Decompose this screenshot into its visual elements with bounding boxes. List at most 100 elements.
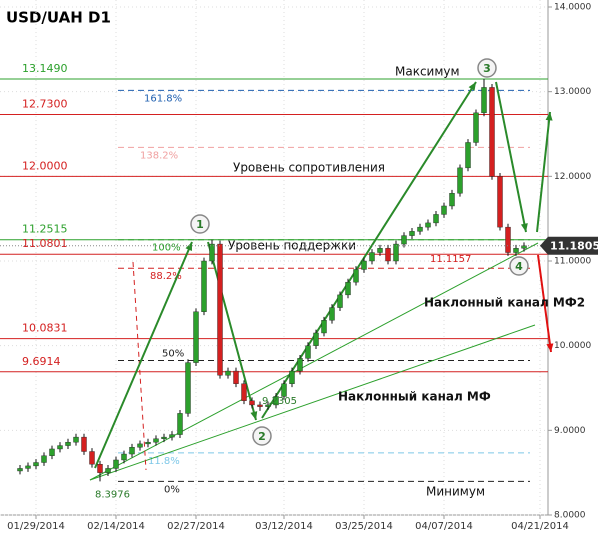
arrow-head — [545, 112, 553, 121]
fib-label: 100% — [152, 243, 181, 254]
drawing-line — [94, 241, 193, 469]
fib-label: 11.8% — [148, 456, 180, 467]
candle-body — [441, 205, 447, 215]
drawing-line — [132, 261, 147, 471]
point-label: 1 — [196, 218, 204, 231]
candle-body — [89, 451, 95, 465]
level-label: 11.2515 — [22, 223, 68, 236]
candle-body — [473, 112, 479, 143]
candle-body — [81, 436, 87, 452]
level-label: 13.1490 — [22, 62, 68, 75]
arrow-head — [468, 82, 476, 91]
y-tick-label: 14.0000 — [554, 3, 591, 13]
candle-body — [241, 383, 247, 401]
candle-body — [185, 362, 191, 414]
candle-body — [361, 260, 367, 270]
candle-body — [433, 214, 439, 224]
annotation: Наклонный канал МФ — [338, 390, 491, 404]
annotation: Наклонный канал МФ2 — [424, 296, 585, 310]
price-label: 11.1157 — [430, 254, 471, 265]
arrow-head — [185, 242, 192, 251]
level-label: 12.0000 — [22, 159, 68, 172]
candle-body — [401, 235, 407, 245]
arrow-head — [250, 411, 258, 420]
candle-body — [513, 248, 519, 253]
candle-body — [297, 358, 303, 372]
fib-label: 88.2% — [150, 271, 182, 282]
candle-body — [465, 142, 471, 169]
candle-body — [481, 87, 487, 114]
point-label: 3 — [483, 62, 491, 75]
candle-body — [25, 465, 31, 469]
candle-body — [281, 383, 287, 397]
candle-body — [201, 260, 207, 312]
candle-body — [153, 438, 159, 443]
candle-body — [113, 459, 119, 469]
candle-body — [145, 441, 151, 445]
point-marker — [252, 426, 272, 446]
candle-body — [225, 370, 231, 376]
x-tick-label: 02/14/2014 — [87, 521, 145, 532]
candle-body — [385, 248, 391, 262]
y-tick-label: 11.0000 — [554, 257, 591, 267]
y-tick-label: 13.0000 — [554, 87, 591, 97]
point-label: 2 — [258, 430, 266, 443]
candle-body — [289, 370, 295, 384]
candle-body — [425, 222, 431, 228]
candle-body — [65, 441, 71, 446]
drawing-line — [89, 242, 539, 481]
annotation: Уровень поддержки — [228, 239, 356, 253]
candle-body — [489, 87, 495, 177]
candle-body — [521, 245, 527, 249]
drawing-line — [89, 324, 536, 481]
candle-body — [497, 176, 503, 228]
drawing-line — [207, 241, 257, 421]
annotation: Уровень сопротивления — [233, 161, 385, 175]
x-tick-label: 03/12/2014 — [255, 521, 313, 532]
candle-body — [505, 226, 511, 253]
candle-body — [233, 370, 239, 384]
candle-body — [129, 447, 135, 455]
fib-label: 161.8% — [144, 93, 182, 104]
candle-body — [177, 413, 183, 435]
candle-body — [97, 464, 103, 473]
x-tick-label: 04/21/2014 — [511, 521, 569, 532]
candle-body — [161, 436, 167, 439]
fib-label: 138.2% — [140, 150, 178, 161]
x-tick-label: 03/25/2014 — [335, 521, 393, 532]
candle-body — [193, 311, 199, 363]
candle-body — [313, 332, 319, 346]
x-tick-label: 01/29/2014 — [7, 521, 65, 532]
last-price-label: 11.1805 — [550, 240, 598, 253]
candle-body — [393, 243, 399, 262]
arrow-head — [520, 223, 528, 232]
y-tick-label: 9.0000 — [554, 426, 586, 436]
candle-body — [137, 443, 143, 448]
candle-body — [249, 400, 255, 406]
candle-body — [369, 252, 375, 262]
candle-body — [345, 281, 351, 296]
candle-body — [337, 294, 343, 308]
candle-body — [217, 243, 223, 376]
candle-body — [265, 404, 271, 407]
price-label: 8.3976 — [95, 489, 130, 500]
candle-body — [73, 436, 79, 443]
arrow-head — [546, 343, 554, 352]
candle-body — [49, 448, 55, 456]
candle-body — [457, 167, 463, 194]
y-tick-label: 12.0000 — [554, 172, 591, 182]
point-marker — [190, 214, 210, 234]
candle-body — [353, 269, 359, 283]
level-label: 10.0831 — [22, 322, 68, 335]
candle-body — [121, 453, 127, 461]
annotation: Минимум — [426, 485, 485, 499]
level-label: 12.7300 — [22, 98, 68, 111]
annotation: Максимум — [395, 65, 460, 79]
x-tick-label: 02/27/2014 — [167, 521, 225, 532]
candle-body — [169, 434, 175, 438]
candle-body — [321, 320, 327, 334]
candle-body — [449, 193, 455, 207]
y-tick-label: 10.0000 — [554, 341, 591, 351]
point-marker — [509, 256, 529, 276]
candle-body — [57, 445, 63, 450]
